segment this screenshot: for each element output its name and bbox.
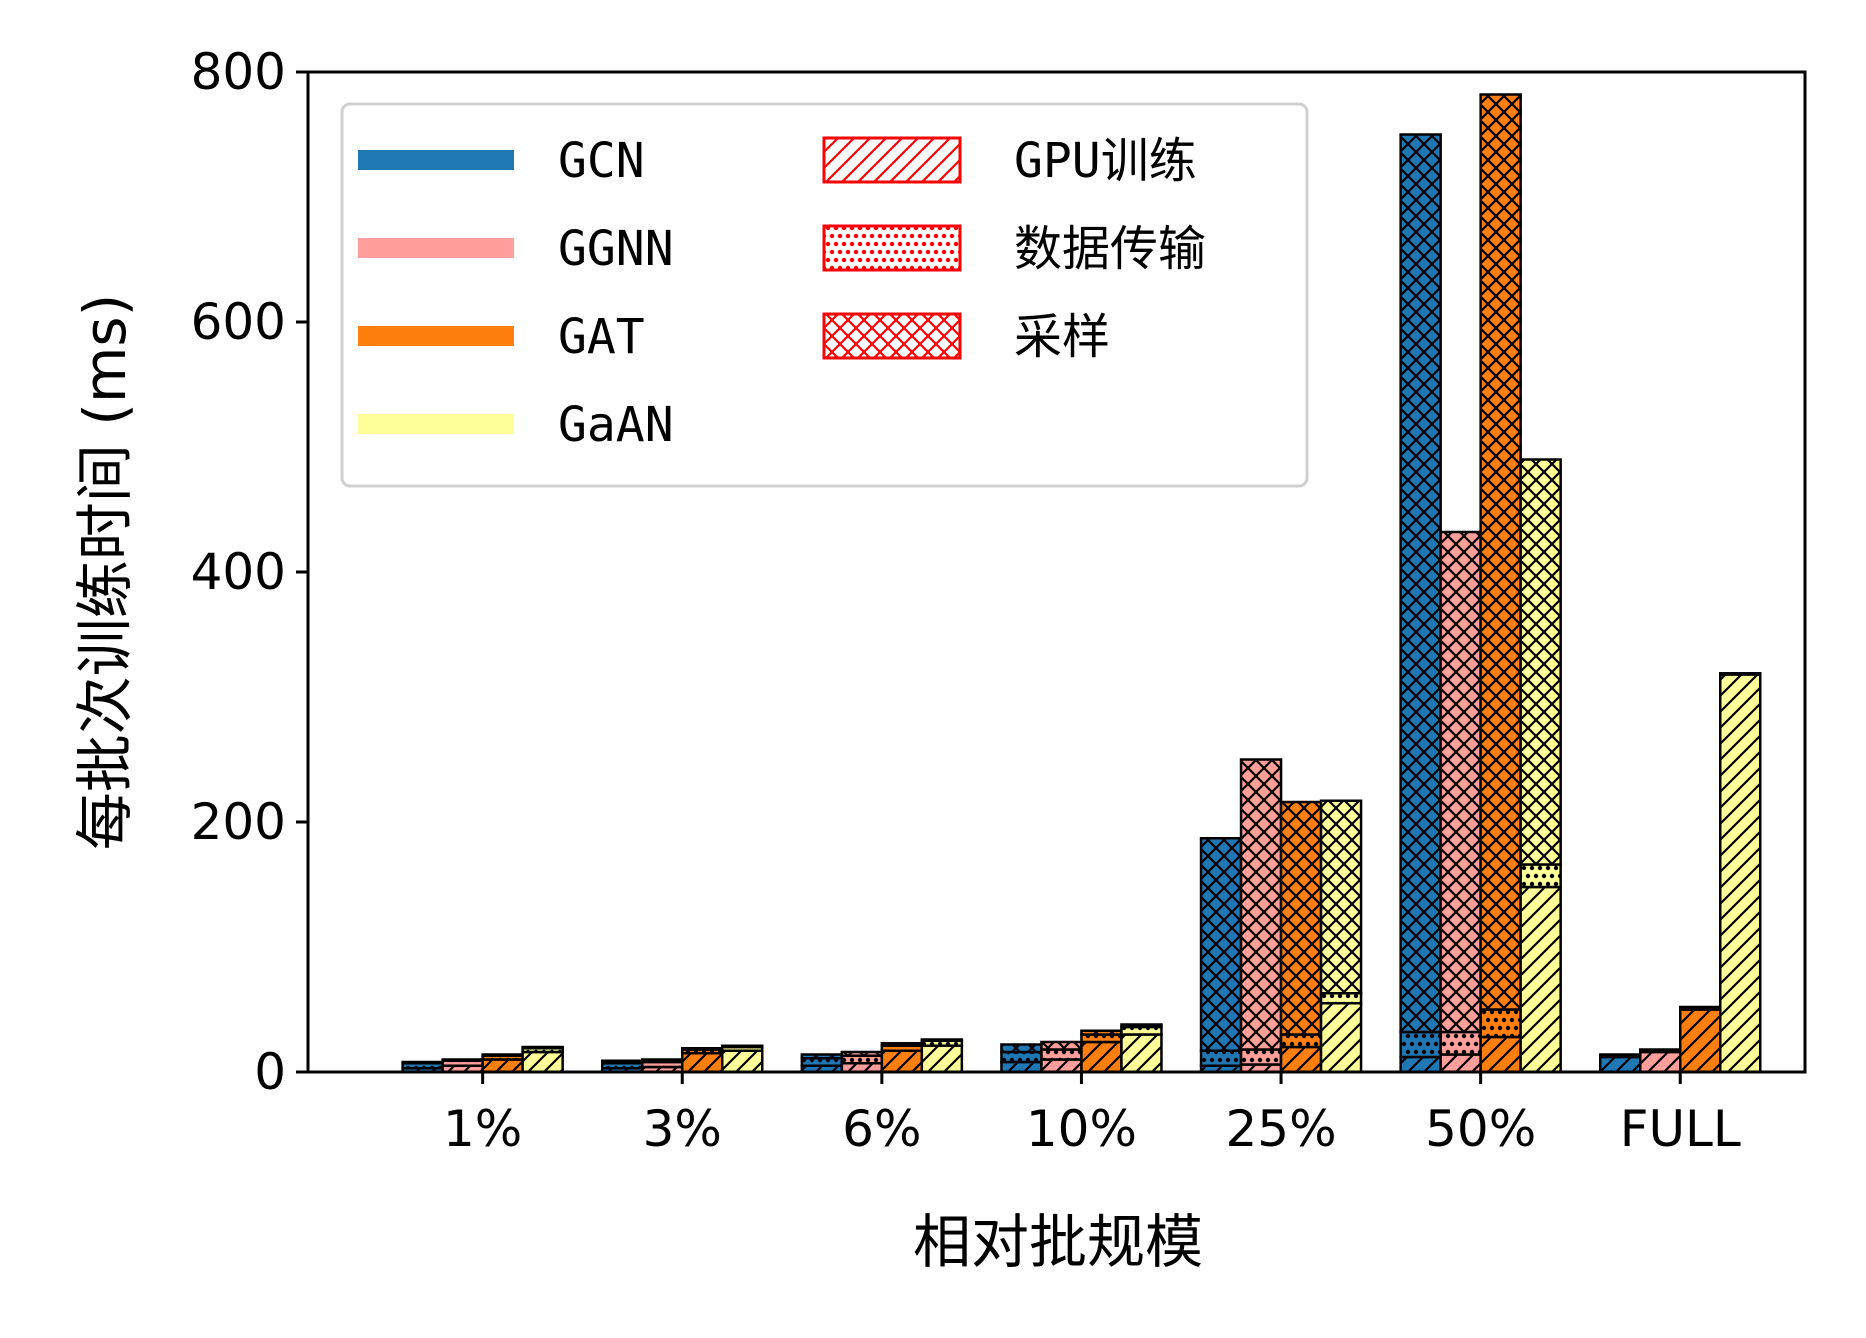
legend-swatch-gpu [822,136,962,184]
bar-gcn-samp [1000,1043,1043,1054]
bar-gat-data [1679,1005,1722,1011]
bar-ggnn-samp [441,1058,484,1062]
legend-swatch-data [822,224,962,272]
bar-gcn-data [1599,1053,1642,1059]
y-axis-title: 每批次训练时间 (ms) [71,294,139,850]
bar-gat-samp [681,1047,724,1051]
bar-gaan-gpu [521,1050,564,1074]
bar-gcn-samp [800,1053,844,1060]
y-axis: 0 200 400 600 800 [191,43,308,1101]
bar-gaan-gpu [1319,1002,1363,1074]
bar-gcn-samp [401,1060,444,1065]
bar-gat-gpu [481,1058,524,1074]
bar-gaan-gpu [1519,885,1562,1074]
bar-ggnn-data [1639,1048,1682,1054]
x-tick-label: FULL [1620,1100,1741,1158]
bar-gat-gpu [880,1049,924,1074]
bar-gaan-samp [721,1044,764,1049]
bar-gaan-gpu [1120,1033,1163,1074]
bar-gat-gpu [1679,1008,1722,1074]
y-tick-label: 0 [254,1043,286,1101]
x-axis-title: 相对批规模 [913,1208,1203,1276]
x-tick-label: 10% [1026,1100,1137,1158]
y-tick-label: 800 [191,43,286,101]
bar-gaan-data [1319,992,1363,1005]
legend-swatch-samp [822,312,962,360]
bar-ggnn-gpu [1639,1050,1682,1074]
legend-box [340,102,1309,488]
bar-gcn-samp [601,1059,644,1065]
bar-gaan-gpu [1719,673,1762,1074]
legend-label-gcn: GCN [558,133,645,189]
bar-gaan-samp [521,1045,564,1050]
legend-swatch-gaan [358,414,514,434]
bar-gaan-samp [1319,799,1363,995]
bar-gat-samp [880,1042,924,1047]
x-tick-label: 50% [1425,1100,1536,1158]
bar-gat-data [1279,1033,1323,1049]
y-tick-label: 200 [191,793,286,851]
bar-ggnn-gpu [1439,1053,1482,1074]
legend-label-gpu: GPU训练 [1014,133,1197,189]
bar-gat-samp [1479,93,1522,1011]
y-tick-label: 600 [191,293,286,351]
bar-ggnn-samp [1439,530,1482,1034]
x-tick-label: 6% [842,1100,921,1158]
legend-label-data: 数据传输 [1014,221,1206,277]
bar-ggnn-samp [1040,1040,1083,1051]
bar-gaan-gpu [920,1044,964,1074]
bar-gaan-samp [1519,458,1562,866]
bar-gcn-gpu [1399,1055,1442,1074]
legend-swatch-gcn [358,150,514,170]
bar-gaan-data [1719,672,1762,676]
bar-gat-samp [481,1053,524,1057]
bar-gaan-gpu [721,1049,764,1074]
bar-ggnn-samp [1239,758,1283,1051]
bars-layer [401,93,1762,1074]
bar-ggnn-samp [840,1050,884,1057]
bar-ggnn-data [1439,1030,1482,1056]
bar-gaan-data [1519,863,1562,889]
bar-ggnn-data [1040,1048,1083,1061]
bar-gat-samp [1080,1029,1123,1036]
x-tick-label: 1% [443,1100,522,1158]
bar-gat-gpu [1080,1040,1123,1074]
bar-gat-gpu [1479,1035,1522,1074]
x-tick-label: 25% [1225,1100,1336,1158]
bar-ggnn-samp [641,1058,684,1064]
bar-gat-samp [1279,800,1323,1036]
bar-gcn-data [1399,1030,1442,1059]
legend-label-gat: GAT [558,309,645,365]
y-tick-label: 400 [191,543,286,601]
x-tick-label: 3% [643,1100,722,1158]
bar-gat-gpu [681,1052,724,1074]
bar-ggnn-data [1239,1048,1283,1066]
legend-swatch-gat [358,326,514,346]
bar-gcn-data [1199,1049,1243,1067]
bar-ggnn-gpu [1040,1058,1083,1074]
legend-label-samp: 采样 [1014,309,1110,365]
bar-gaan-samp [1120,1023,1163,1029]
x-axis: 1% 3% 6% 10% 25% 50% FULL [443,1072,1741,1158]
bar-gcn-data [1000,1050,1043,1064]
legend-swatch-ggnn [358,238,514,258]
bar-gcn-samp [1399,133,1442,1034]
legend-label-gaan: GaAN [558,397,674,453]
legend-label-ggnn: GGNN [558,221,674,277]
bar-gat-data [1479,1008,1522,1039]
bar-gat-gpu [1279,1045,1323,1074]
bar-gaan-samp [920,1038,964,1042]
bar-gcn-samp [1199,837,1243,1052]
bar-gcn-gpu [1599,1055,1642,1074]
